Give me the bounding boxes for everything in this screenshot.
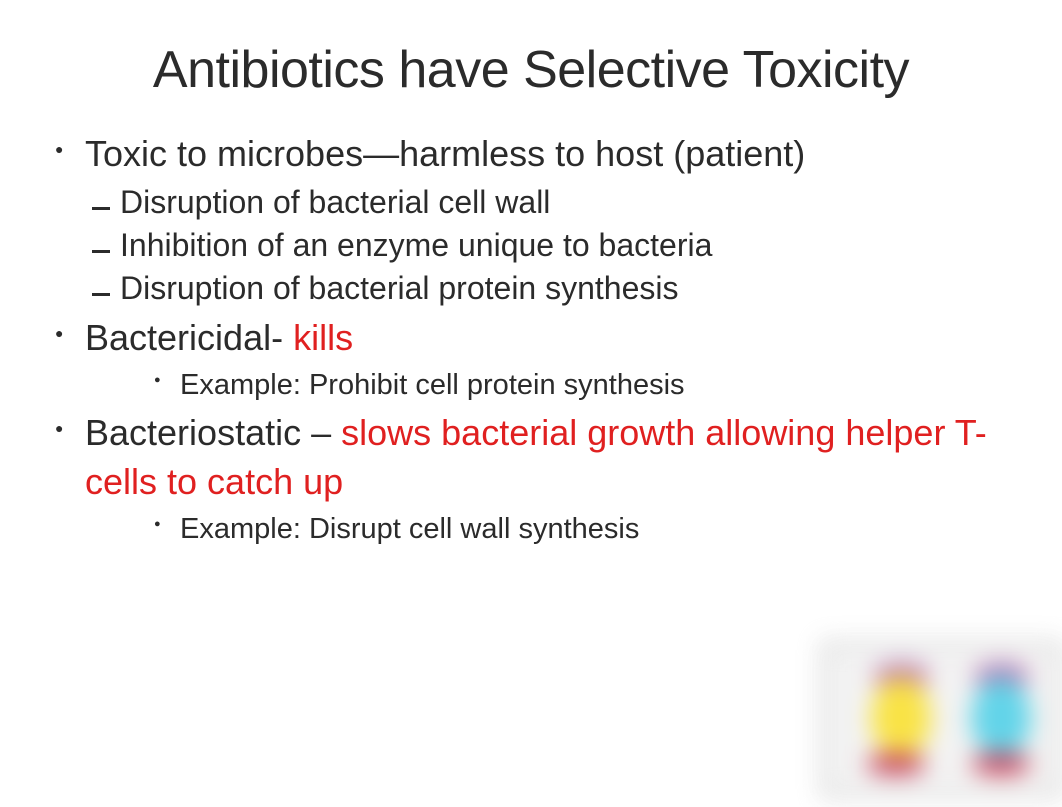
bullet-3: Bacteriostatic – slows bacterial growth … xyxy=(85,409,1007,549)
slide-container: Antibiotics have Selective Toxicity Toxi… xyxy=(0,0,1062,549)
bullet-2: Bactericidal- kills Example: Prohibit ce… xyxy=(85,314,1007,405)
microbe-foot-left xyxy=(866,753,926,775)
bullet-2-prefix: Bactericidal- xyxy=(85,317,293,358)
illustration-frame xyxy=(822,642,1062,797)
microbe-foot-right xyxy=(971,753,1031,775)
bullet-3-subs: Example: Disrupt cell wall synthesis xyxy=(85,509,1007,550)
slide-title: Antibiotics have Selective Toxicity xyxy=(55,40,1007,100)
bullet-2-highlight: kills xyxy=(293,317,353,358)
bullet-3-prefix: Bacteriostatic – xyxy=(85,412,341,453)
bullet-1-text: Toxic to microbes—harmless to host (pati… xyxy=(85,133,805,174)
bullet-2-sub-1: Example: Prohibit cell protein synthesis xyxy=(180,365,1007,406)
bullet-1-sub-1: Disruption of bacterial cell wall xyxy=(120,181,1007,224)
bullet-1-sub-3: Disruption of bacterial protein synthesi… xyxy=(120,267,1007,310)
bullet-1-sub-2: Inhibition of an enzyme unique to bacter… xyxy=(120,224,1007,267)
microbe-body-blue xyxy=(971,676,1031,756)
bullet-3-sub-1: Example: Disrupt cell wall synthesis xyxy=(180,509,1007,550)
bullet-list: Toxic to microbes—harmless to host (pati… xyxy=(55,130,1007,549)
microbe-body-yellow xyxy=(871,676,931,756)
bullet-1-subs: Disruption of bacterial cell wall Inhibi… xyxy=(85,181,1007,311)
bullet-2-subs: Example: Prohibit cell protein synthesis xyxy=(85,365,1007,406)
corner-illustration xyxy=(812,632,1062,807)
bullet-1: Toxic to microbes—harmless to host (pati… xyxy=(85,130,1007,310)
